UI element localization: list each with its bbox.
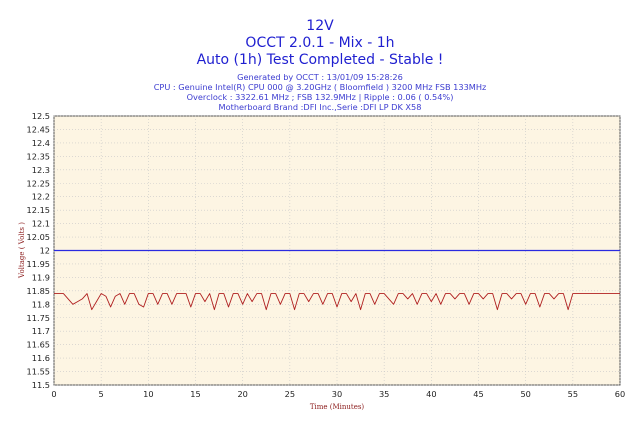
y-tick-label: 12.25: [27, 178, 50, 188]
voltage-series-line: [54, 293, 620, 311]
info-line-motherboard: Motherboard Brand :DFI Inc.,Serie :DFI L…: [219, 102, 422, 112]
x-tick-label: 0: [51, 389, 56, 399]
chart-subtitle: OCCT 2.0.1 - Mix - 1h: [245, 35, 394, 51]
x-tick-labels: 0 5 10 15 20 25 30 35 40 45 50 55 60: [51, 389, 625, 399]
y-tick-label: 11.8: [32, 299, 50, 309]
y-tick-label: 11.5: [32, 380, 50, 390]
info-line-cpu: CPU : Genuine Intel(R) CPU 000 @ 3.20GHz…: [154, 82, 487, 92]
y-tick-label: 11.75: [27, 313, 50, 323]
x-tick-label: 45: [473, 389, 483, 399]
x-tick-label: 25: [285, 389, 295, 399]
x-tick-label: 5: [99, 389, 104, 399]
y-tick-label: 12.15: [27, 205, 50, 215]
x-tick-label: 50: [520, 389, 530, 399]
x-tick-label: 35: [379, 389, 389, 399]
x-tick-label: 15: [190, 389, 200, 399]
x-tick-label: 40: [426, 389, 436, 399]
x-tick-label: 60: [615, 389, 625, 399]
info-line-overclock: Overclock : 3322.61 MHz ; FSB 132.9MHz |…: [187, 92, 454, 102]
chart-title: 12V: [306, 18, 334, 34]
series-group: [54, 293, 620, 311]
x-tick-label: 20: [237, 389, 247, 399]
y-tick-label: 11.7: [32, 326, 50, 336]
y-tick-label: 12.35: [27, 151, 50, 161]
y-tick-label: 12.3: [32, 165, 50, 175]
y-tick-label: 11.95: [27, 259, 50, 269]
y-tick-label: 11.9: [32, 272, 50, 282]
y-tick-label: 11.55: [27, 367, 50, 377]
y-tick-label: 12.45: [27, 124, 50, 134]
y-tick-label: 12.4: [32, 138, 50, 148]
y-tick-label: 12.1: [32, 219, 50, 229]
y-tick-label: 12.05: [27, 232, 50, 242]
x-axis-label: Time (Minutes): [310, 403, 365, 411]
chart-status: Auto (1h) Test Completed - Stable !: [197, 52, 444, 68]
y-tick-label: 12.5: [32, 111, 50, 121]
x-tick-label: 55: [568, 389, 578, 399]
y-tick-label: 12.2: [32, 192, 50, 202]
y-tick-label: 11.65: [27, 340, 50, 350]
x-tick-label: 30: [332, 389, 342, 399]
x-tick-label: 10: [143, 389, 153, 399]
info-line-generated: Generated by OCCT : 13/01/09 15:28:26: [237, 72, 403, 82]
y-tick-label: 11.85: [27, 286, 50, 296]
y-tick-label: 11.6: [32, 353, 50, 363]
y-tick-label: 12: [40, 246, 50, 256]
y-tick-labels: 12.5 12.45 12.4 12.35 12.3 12.25 12.2 12.15 12.1…: [27, 111, 50, 390]
y-axis-label: Voltage ( Volts ): [18, 222, 26, 279]
